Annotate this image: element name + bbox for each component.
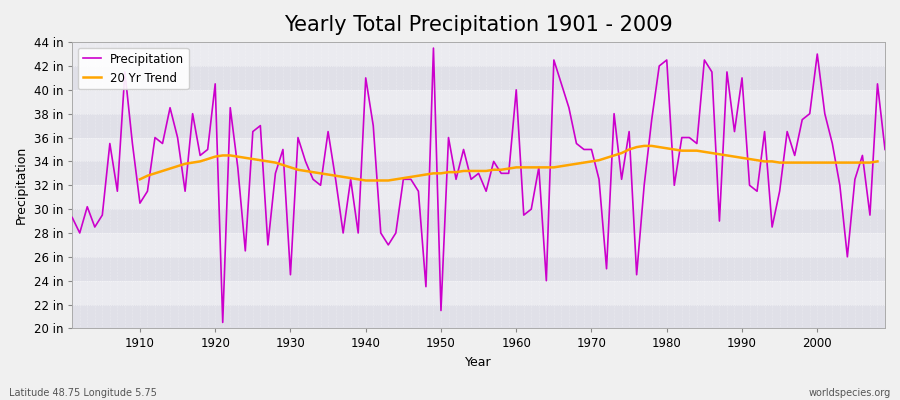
Bar <box>72 281 885 304</box>
Bar <box>72 66 885 90</box>
20 Yr Trend <box>511 165 522 170</box>
Y-axis label: Precipitation: Precipitation <box>15 146 28 224</box>
Precipitation <box>879 147 890 152</box>
Precipitation <box>526 207 536 212</box>
Precipitation <box>518 213 529 218</box>
Bar <box>72 138 885 162</box>
Line: 20 Yr Trend: 20 Yr Trend <box>140 146 878 180</box>
Bar <box>72 42 885 66</box>
Bar <box>72 162 885 185</box>
Bar <box>72 114 885 138</box>
Text: Latitude 48.75 Longitude 5.75: Latitude 48.75 Longitude 5.75 <box>9 388 157 398</box>
20 Yr Trend <box>134 177 145 182</box>
Precipitation <box>127 141 138 146</box>
20 Yr Trend <box>368 178 379 183</box>
20 Yr Trend <box>872 159 883 164</box>
20 Yr Trend <box>639 144 650 148</box>
Precipitation <box>428 46 439 50</box>
Precipitation <box>346 177 356 182</box>
Legend: Precipitation, 20 Yr Trend: Precipitation, 20 Yr Trend <box>78 48 189 89</box>
Title: Yearly Total Precipitation 1901 - 2009: Yearly Total Precipitation 1901 - 2009 <box>284 15 673 35</box>
Precipitation <box>616 177 627 182</box>
20 Yr Trend <box>729 154 740 159</box>
Bar <box>72 90 885 114</box>
Precipitation <box>217 320 228 325</box>
X-axis label: Year: Year <box>465 356 492 369</box>
20 Yr Trend <box>330 173 341 178</box>
20 Yr Trend <box>360 178 371 183</box>
20 Yr Trend <box>534 165 544 170</box>
Bar <box>72 209 885 233</box>
Bar <box>72 304 885 328</box>
Bar <box>72 185 885 209</box>
Bar <box>72 233 885 257</box>
Precipitation <box>300 159 310 164</box>
Line: Precipitation: Precipitation <box>72 48 885 322</box>
20 Yr Trend <box>308 170 319 174</box>
Text: worldspecies.org: worldspecies.org <box>809 388 891 398</box>
Precipitation <box>67 215 77 220</box>
Bar <box>72 257 885 281</box>
